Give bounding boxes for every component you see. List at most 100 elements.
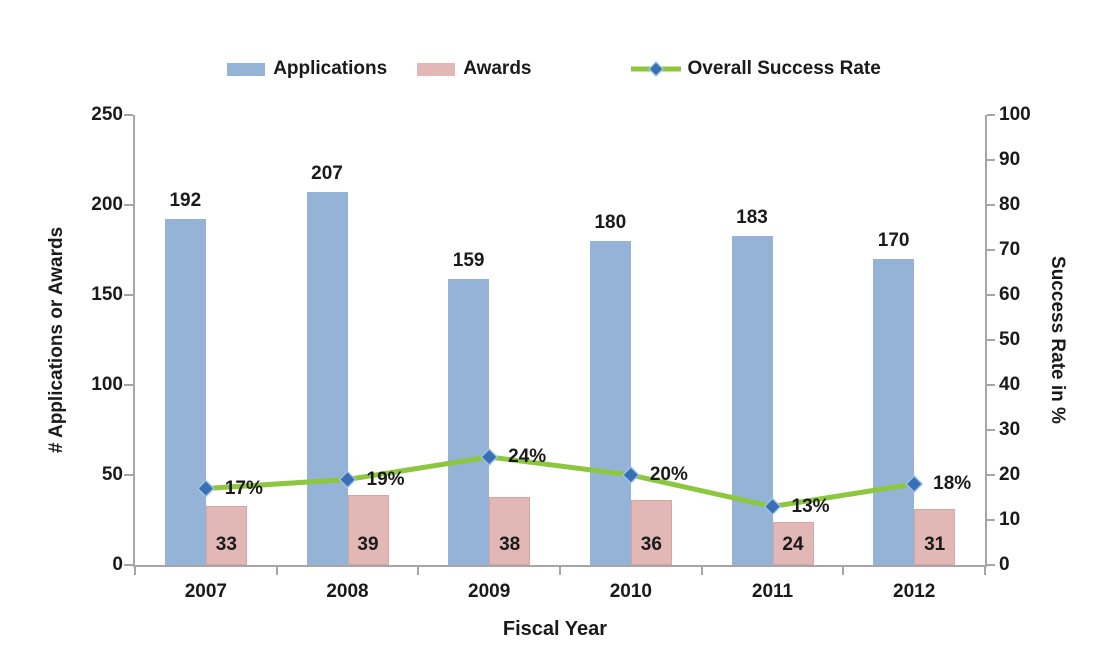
left-axis-tick [124, 384, 133, 386]
plot-area: 0 50 100 150 200 250 0 10 20 30 40 50 60 70 80 90 100 200… [91, 104, 1030, 602]
bar-applications [448, 278, 490, 565]
left-axis-tick [124, 204, 133, 206]
bar-applications [873, 259, 915, 565]
success-rate-point-label: 19% [366, 468, 405, 490]
left-axis-tick-label: 150 [91, 284, 123, 305]
bar-awards [347, 494, 389, 565]
left-axis-title: # Applications or Awards [46, 226, 67, 454]
legend-label-awards: Awards [463, 58, 532, 79]
left-axis-tick-label: 200 [91, 194, 123, 215]
legend-item-applications: Applications [227, 58, 387, 80]
left-axis-line [133, 115, 135, 567]
success-rate-line [196, 448, 924, 516]
success-rate-marker-icon [763, 497, 782, 516]
bar-applications [731, 235, 773, 565]
right-axis-tick-label: 0 [999, 554, 1010, 575]
success-rate-point-label: 17% [224, 477, 263, 499]
applications-value-label: 192 [169, 190, 202, 212]
right-axis-tick [987, 339, 995, 341]
awards-value-label: 31 [924, 534, 946, 555]
success-rate-point-label: 13% [791, 495, 830, 517]
right-axis-tick [987, 114, 995, 116]
bar-awards [772, 521, 814, 565]
x-axis-tick [984, 567, 986, 575]
x-tick-label-year: 2009 [468, 581, 511, 602]
right-axis-line [985, 115, 987, 567]
applications-value-label: 183 [736, 206, 768, 228]
right-axis-tick [987, 429, 995, 431]
right-axis-tick [987, 204, 995, 206]
bar-awards [630, 500, 672, 565]
awards-value-label: 38 [499, 534, 521, 555]
bar-awards [489, 496, 531, 565]
right-axis-tick-label: 90 [999, 149, 1021, 170]
right-axis-tick [987, 159, 995, 161]
left-axis-tick-label: 100 [91, 374, 123, 395]
x-tick-label-year: 2012 [893, 581, 936, 602]
left-axis-tick-label: 250 [91, 104, 123, 125]
left-axis-tick [124, 294, 133, 296]
x-axis-tick [700, 567, 703, 575]
left-axis-tick [124, 114, 133, 116]
left-axis-tick-label: 0 [112, 554, 123, 575]
bar-applications [164, 219, 206, 565]
x-axis-tick [559, 567, 561, 575]
right-axis-tick-label: 50 [999, 329, 1021, 350]
success-rate-point-label: 20% [649, 464, 688, 485]
right-axis-tick [987, 474, 995, 476]
x-axis-tick [842, 567, 845, 575]
x-axis-tick [417, 567, 420, 575]
x-tick-label-year: 2011 [751, 581, 794, 602]
x-tick-label-year: 2008 [326, 581, 369, 602]
legend-item-success-rate: Overall Success Rate [630, 58, 881, 80]
right-axis-tick [987, 294, 995, 296]
right-axis-tick [987, 519, 995, 521]
applications-value-label: 159 [452, 249, 485, 271]
right-axis-tick [987, 249, 995, 251]
legend-label-applications: Applications [273, 58, 388, 79]
left-axis-tick-label: 50 [101, 464, 123, 485]
right-axis-tick-label: 80 [999, 194, 1021, 215]
left-axis-tick [124, 474, 133, 476]
awards-swatch-icon [417, 62, 456, 76]
right-axis-tick-label: 60 [999, 284, 1021, 305]
bar-applications [589, 241, 631, 565]
success-rate-polyline [205, 454, 915, 509]
success-rate-marker-icon [621, 466, 640, 484]
awards-value-label: 24 [782, 534, 804, 555]
x-tick-label-year: 2007 [184, 581, 227, 602]
success-rate-point-label: 24% [508, 446, 547, 467]
applications-value-label: 180 [594, 212, 627, 233]
right-axis-tick-label: 20 [999, 464, 1021, 485]
right-axis-tick [987, 384, 995, 386]
legend-item-awards: Awards [417, 58, 532, 80]
success-rate-line-marker-icon [630, 61, 681, 77]
legend-label-success-rate: Overall Success Rate [687, 58, 881, 79]
right-axis-tick-label: 100 [999, 104, 1031, 125]
bar-awards [914, 509, 956, 565]
awards-value-label: 39 [357, 534, 379, 555]
applications-swatch-icon [227, 62, 266, 76]
chart-legend: Applications Awards Overall Success Rate [0, 52, 1108, 86]
x-axis-tick [134, 567, 136, 575]
success-rate-marker-icon [338, 470, 357, 489]
bottom-axis-line [133, 565, 987, 567]
x-axis-tick [275, 567, 278, 575]
bar-awards [205, 505, 247, 565]
success-rate-marker-icon [196, 479, 215, 498]
success-rate-marker-icon [905, 475, 924, 493]
right-axis-tick-label: 30 [999, 419, 1021, 440]
applications-value-label: 170 [877, 230, 910, 251]
awards-value-label: 36 [640, 534, 662, 555]
right-axis-tick-label: 10 [999, 509, 1021, 530]
success-rate-marker-icon [480, 448, 499, 466]
x-tick-label-year: 2010 [609, 581, 652, 602]
awards-value-label: 33 [215, 534, 237, 555]
success-rate-point-label: 18% [933, 473, 972, 494]
right-axis-tick-label: 40 [999, 374, 1021, 395]
x-axis-title: Fiscal Year [502, 618, 608, 640]
bar-applications [306, 192, 348, 565]
right-axis-tick [987, 564, 995, 566]
left-axis-tick [124, 564, 133, 566]
